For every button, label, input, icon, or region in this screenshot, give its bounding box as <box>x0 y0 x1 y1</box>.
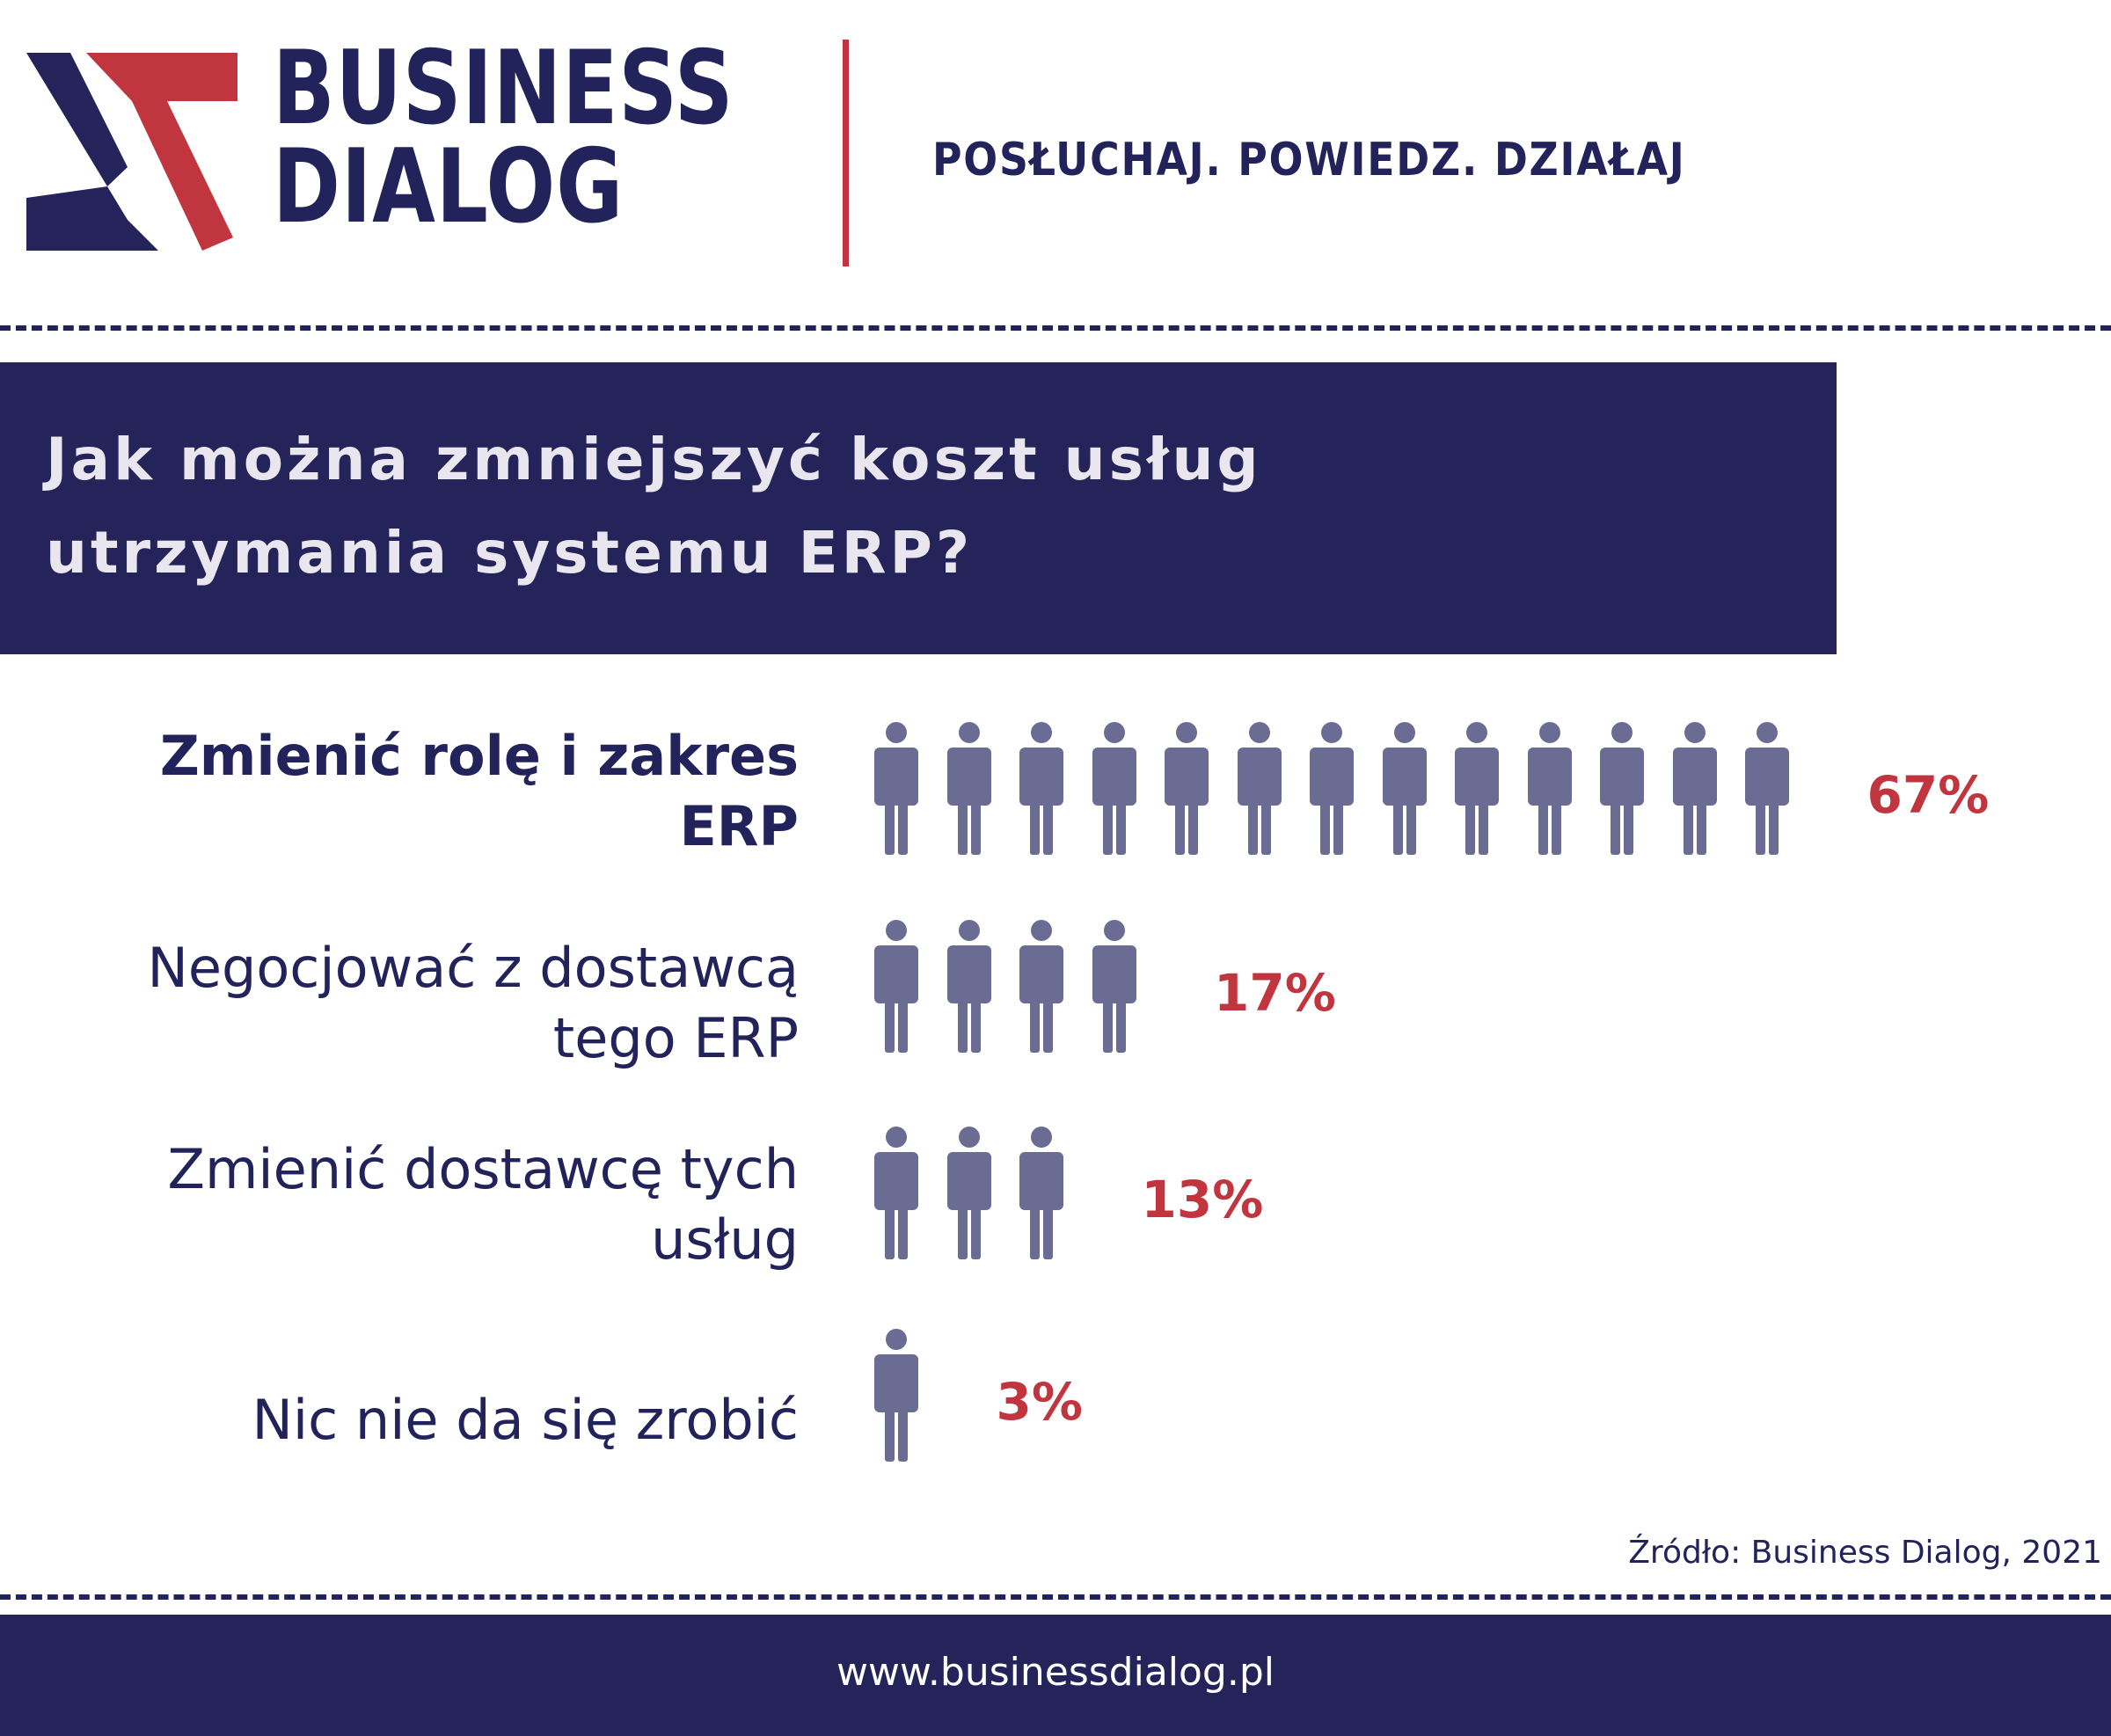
person-icon <box>1016 1126 1067 1259</box>
business-dialog-logo-icon <box>26 53 237 251</box>
person-icon-group <box>871 1126 1089 1259</box>
person-icon <box>871 721 922 855</box>
tagline: POSŁUCHAJ. POWIEDZ. DZIAŁAJ <box>932 134 1686 186</box>
person-icon <box>1379 721 1430 855</box>
website-link[interactable]: www.businessdialog.pl <box>836 1650 1275 1695</box>
person-icon <box>1306 721 1357 855</box>
value-label: 67% <box>1866 765 1990 825</box>
person-icon <box>1161 721 1212 855</box>
person-icon <box>871 1126 922 1259</box>
person-icon <box>1451 721 1502 855</box>
person-icon <box>944 919 995 1053</box>
category-label: Negocjować z dostawcą tego ERP <box>147 936 800 1070</box>
person-icon <box>1742 721 1793 855</box>
person-icon <box>1524 721 1575 855</box>
person-icon <box>1089 919 1140 1053</box>
person-icon <box>871 1328 922 1462</box>
value-label: 13% <box>1141 1170 1264 1229</box>
person-icon <box>1016 721 1067 855</box>
brand-name: BUSINESS DIALOG <box>273 29 734 246</box>
value-label: 3% <box>996 1372 1083 1432</box>
brand-line-2: DIALOG <box>273 128 625 246</box>
category-label: Zmienić dostawcę tych usług <box>167 1137 799 1272</box>
person-icon <box>944 1126 995 1259</box>
person-icon-group <box>871 721 1815 855</box>
person-icon <box>1089 721 1140 855</box>
person-icon <box>944 721 995 855</box>
chart-title: Jak można zmniejszyć koszt usług utrzyma… <box>46 426 1262 587</box>
category-label: Zmienić rolę i zakres ERP <box>159 724 799 858</box>
person-icon-group <box>871 919 1161 1053</box>
person-icon <box>871 919 922 1053</box>
header-divider <box>843 40 849 266</box>
person-icon <box>1016 919 1067 1053</box>
person-icon-group <box>871 1328 944 1462</box>
source-note: Źródło: Business Dialog, 2021 <box>1628 1535 2102 1571</box>
title-banner: Jak można zmniejszyć koszt usług utrzyma… <box>0 362 1837 654</box>
brand-line-1: BUSINESS <box>273 29 734 148</box>
footer-bar: www.businessdialog.pl <box>0 1615 2111 1736</box>
bottom-dashed-divider <box>0 1594 2111 1600</box>
top-dashed-divider <box>0 325 2111 331</box>
person-icon <box>1596 721 1647 855</box>
value-label: 17% <box>1214 963 1336 1023</box>
person-icon <box>1234 721 1285 855</box>
category-label: Nic nie da się zrobić <box>252 1388 799 1452</box>
person-icon <box>1669 721 1720 855</box>
